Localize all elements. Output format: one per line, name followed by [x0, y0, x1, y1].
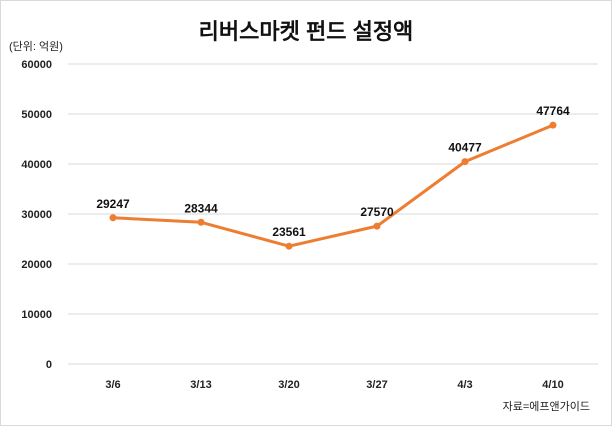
data-point — [461, 158, 469, 166]
data-label: 40477 — [448, 141, 482, 155]
y-tick-label: 60000 — [21, 59, 52, 71]
x-tick-label: 4/3 — [457, 379, 472, 391]
data-label: 23561 — [272, 225, 306, 239]
x-tick-label: 3/13 — [190, 379, 211, 391]
data-point — [373, 222, 381, 230]
data-point — [109, 214, 117, 222]
data-point — [197, 218, 205, 226]
x-tick-label: 3/6 — [105, 379, 120, 391]
data-label: 28344 — [184, 201, 218, 215]
data-label: 47764 — [536, 104, 570, 118]
x-tick-label: 4/10 — [542, 379, 563, 391]
y-tick-label: 40000 — [21, 159, 52, 171]
y-tick-label: 10000 — [21, 309, 52, 321]
y-tick-label: 30000 — [21, 209, 52, 221]
data-point — [549, 121, 557, 129]
x-tick-label: 3/27 — [366, 379, 387, 391]
chart-title: 리버스마켓 펀드 설정액 — [198, 19, 414, 44]
y-tick-label: 50000 — [21, 109, 52, 121]
unit-label: (단위: 억원) — [9, 41, 63, 53]
series-line — [112, 123, 554, 248]
y-tick-label: 0 — [46, 359, 52, 371]
x-tick-label: 3/20 — [278, 379, 299, 391]
y-tick-label: 20000 — [21, 259, 52, 271]
data-point — [285, 242, 293, 250]
source-label: 자료=에프앤가이드 — [502, 401, 590, 413]
data-label: 27570 — [360, 205, 394, 219]
data-label: 29247 — [96, 197, 130, 211]
